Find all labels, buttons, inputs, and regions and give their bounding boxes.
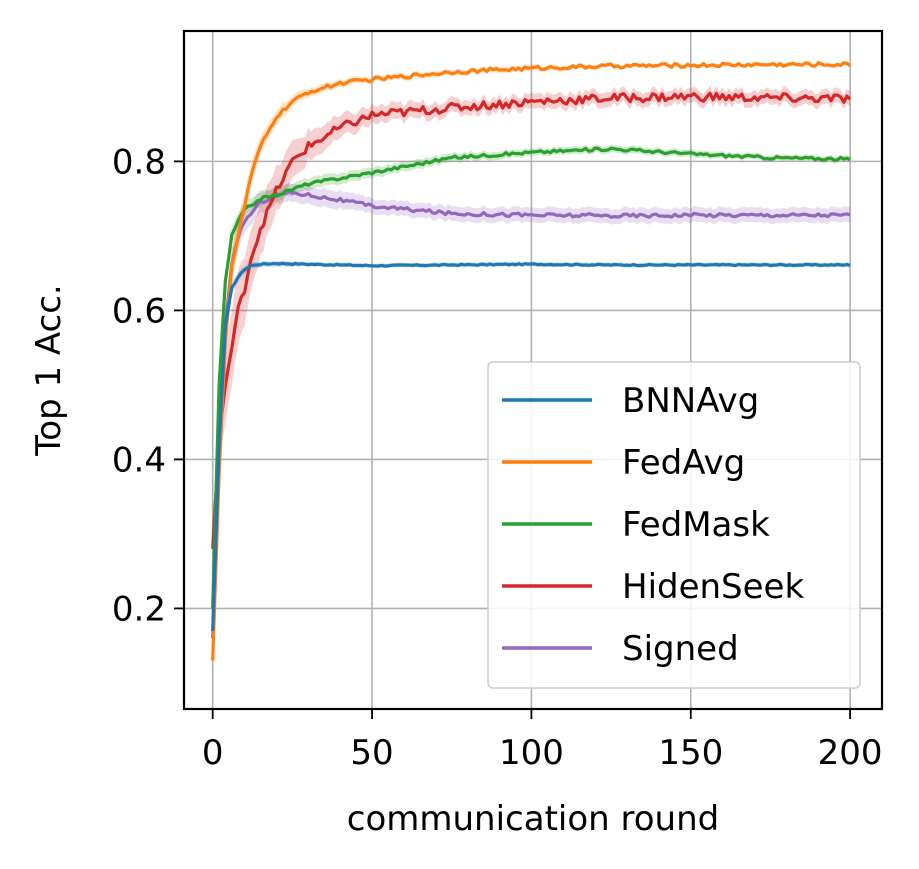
legend-label: FedMask	[622, 505, 770, 545]
legend: BNNAvg FedAvg FedMask HidenSeek Signed	[487, 361, 861, 689]
legend-label: HidenSeek	[622, 567, 804, 607]
legend-label: BNNAvg	[622, 381, 759, 421]
series-line-fedmask	[211, 146, 851, 609]
series-line-hidenseek	[211, 91, 852, 549]
x-tick-label: 50	[350, 733, 393, 773]
x-axis-ticks: 0 50 100 150 200	[202, 709, 883, 773]
x-tick-label: 150	[658, 733, 723, 773]
y-axis-ticks: 0.2 0.4 0.6 0.8	[112, 142, 184, 629]
legend-label: Signed	[622, 629, 739, 669]
series-lines	[211, 61, 852, 661]
x-tick-label: 200	[818, 733, 883, 773]
y-axis-label: Top 1 Acc.	[29, 284, 69, 456]
series-line-bnnavg	[211, 261, 851, 631]
x-axis-label: communication round	[347, 799, 719, 839]
series-line-signed	[211, 190, 851, 639]
x-tick-label: 0	[202, 733, 224, 773]
x-tick-label: 100	[499, 733, 564, 773]
legend-box	[487, 361, 861, 689]
legend-label: FedAvg	[622, 443, 745, 483]
plot-frame	[182, 29, 884, 711]
band-fedavg	[212, 60, 851, 676]
series-line-fedavg	[211, 61, 851, 661]
y-tick-label: 0.2	[112, 589, 166, 629]
y-tick-label: 0.6	[112, 291, 166, 331]
y-tick-label: 0.8	[112, 142, 166, 182]
y-tick-label: 0.4	[112, 440, 166, 480]
